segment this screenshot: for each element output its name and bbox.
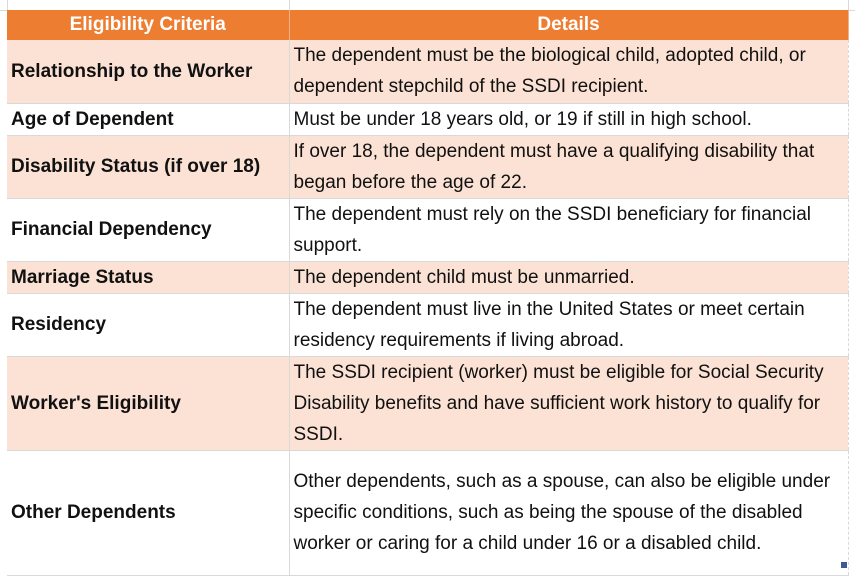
header-cell-criteria[interactable]: Eligibility Criteria <box>7 10 290 40</box>
criteria-cell[interactable]: Residency <box>7 293 290 356</box>
details-cell[interactable]: The dependent must rely on the SSDI bene… <box>289 198 849 261</box>
criteria-cell[interactable]: Financial Dependency <box>7 198 290 261</box>
table-row: Other Dependents Other dependents, such … <box>7 450 849 575</box>
details-cell[interactable]: Must be under 18 years old, or 19 if sti… <box>289 103 849 135</box>
details-cell[interactable]: The dependent must live in the United St… <box>289 293 849 356</box>
details-cell[interactable]: If over 18, the dependent must have a qu… <box>289 135 849 198</box>
table-row: Age of Dependent Must be under 18 years … <box>7 103 849 135</box>
criteria-cell[interactable]: Marriage Status <box>7 261 290 293</box>
table-row: Disability Status (if over 18) If over 1… <box>7 135 849 198</box>
table-row: Marriage Status The dependent child must… <box>7 261 849 293</box>
table-row: Residency The dependent must live in the… <box>7 293 849 356</box>
details-cell[interactable]: The SSDI recipient (worker) must be elig… <box>289 356 849 450</box>
header-row: Eligibility Criteria Details <box>7 10 849 40</box>
details-cell[interactable]: The dependent must be the biological chi… <box>289 40 849 103</box>
criteria-cell[interactable]: Other Dependents <box>7 450 290 575</box>
fill-handle[interactable] <box>841 562 847 568</box>
criteria-cell[interactable]: Disability Status (if over 18) <box>7 135 290 198</box>
eligibility-table: Eligibility Criteria Details Relationshi… <box>7 10 849 576</box>
table-row: Financial Dependency The dependent must … <box>7 198 849 261</box>
table-row: Worker's Eligibility The SSDI recipient … <box>7 356 849 450</box>
criteria-cell[interactable]: Relationship to the Worker <box>7 40 290 103</box>
criteria-cell[interactable]: Age of Dependent <box>7 103 290 135</box>
details-cell[interactable]: The dependent child must be unmarried. <box>289 261 849 293</box>
table-row: Relationship to the Worker The dependent… <box>7 40 849 103</box>
header-cell-details[interactable]: Details <box>289 10 849 40</box>
details-cell[interactable]: Other dependents, such as a spouse, can … <box>289 450 849 575</box>
criteria-cell[interactable]: Worker's Eligibility <box>7 356 290 450</box>
